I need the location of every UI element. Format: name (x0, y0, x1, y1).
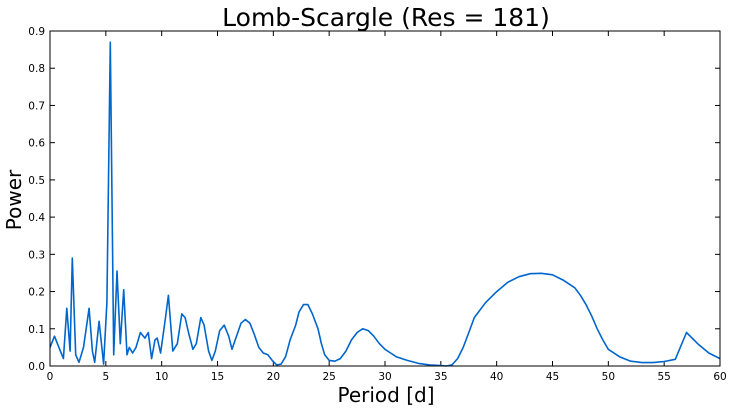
y-tick-label: 0.0 (28, 361, 45, 373)
y-tick-label: 0.1 (28, 324, 45, 336)
chart-title: Lomb-Scargle (Res = 181) (222, 3, 550, 32)
x-axis-label: Period [d] (337, 383, 434, 407)
y-tick-label: 0.7 (28, 100, 45, 112)
x-tick-label: 55 (657, 371, 670, 383)
x-tick-label: 5 (102, 371, 109, 383)
x-tick-label: 15 (211, 371, 224, 383)
x-tick-label: 20 (267, 371, 280, 383)
x-tick-label: 50 (602, 371, 615, 383)
plot-frame (49, 30, 721, 367)
y-tick-label: 0.5 (28, 175, 45, 187)
power-series-line (49, 41, 721, 367)
y-axis-label: Power (2, 169, 26, 230)
y-tick-label: 0.2 (28, 287, 45, 299)
x-tick-label: 35 (434, 371, 447, 383)
x-tick-label: 40 (490, 371, 503, 383)
y-tick-label: 0.9 (28, 26, 45, 38)
axis-ticks: 0 5 10 15 20 25 30 35 40 45 50 55 60 0.0 0.1 0.2 0.3 0.4 0… (28, 26, 726, 383)
x-tick-label: 60 (713, 371, 726, 383)
y-tick-label: 0.8 (28, 63, 45, 75)
plot-area (49, 41, 721, 367)
x-tick-label: 0 (47, 371, 54, 383)
y-tick-label: 0.3 (28, 249, 45, 261)
y-tick-label: 0.6 (28, 138, 45, 150)
x-tick-label: 10 (155, 371, 168, 383)
x-tick-label: 25 (322, 371, 335, 383)
y-tick-label: 0.4 (28, 212, 45, 224)
x-tick-label: 30 (378, 371, 391, 383)
x-tick-label: 45 (546, 371, 559, 383)
